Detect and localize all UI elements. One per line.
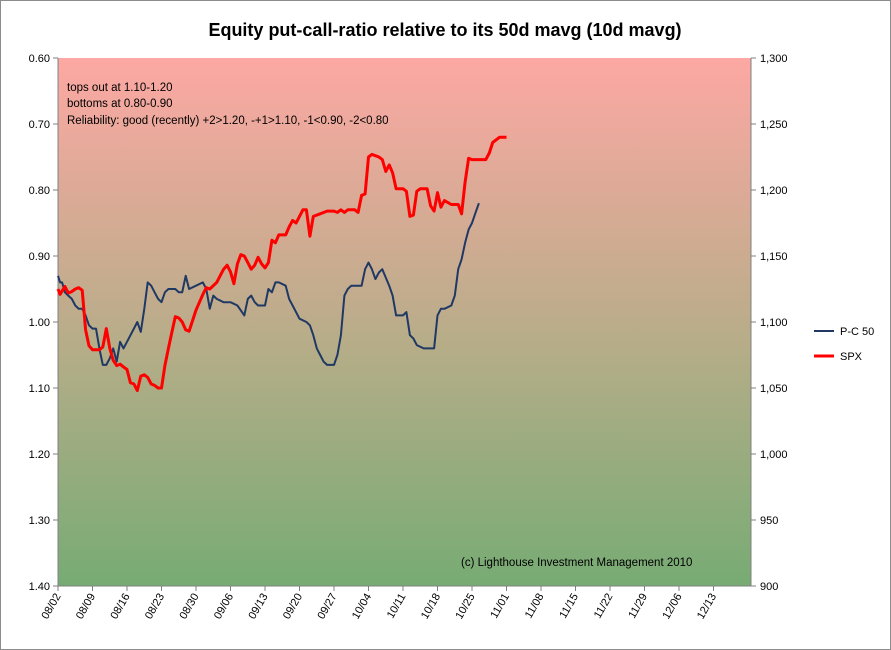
left-tick-label: 0.80 — [29, 185, 50, 197]
right-tick-label: 950 — [760, 515, 778, 527]
annotation-tops: tops out at 1.10-1.20 — [67, 82, 173, 94]
right-tick-label: 1,000 — [760, 449, 788, 461]
right-tick-label: 900 — [760, 581, 778, 593]
x-tick-label: 12/06 — [660, 592, 684, 622]
legend-label-spx: SPX — [840, 351, 863, 363]
x-tick-label: 09/20 — [281, 592, 305, 622]
right-tick-label: 1,050 — [760, 383, 788, 395]
right-tick-label: 1,100 — [760, 317, 788, 329]
annotation-bottoms: bottoms at 0.80-0.90 — [67, 98, 172, 110]
series-line-pc50 — [57, 202, 480, 366]
x-tick-label: 08/09 — [74, 592, 98, 622]
right-tick-label: 1,200 — [760, 185, 788, 197]
legend: P-C 50 SPX — [814, 326, 874, 363]
left-tick-label: 0.90 — [29, 251, 50, 263]
right-tick-label: 1,250 — [760, 119, 788, 131]
x-tick-label: 11/08 — [523, 592, 547, 621]
x-tick-label: 09/06 — [212, 592, 236, 622]
chart-title: Equity put-call-ratio relative to its 50… — [208, 20, 681, 40]
x-tick-label: 11/15 — [557, 592, 581, 621]
x-tick-label: 08/02 — [39, 592, 63, 622]
left-axis-ticks: 0.60 0.70 0.80 0.90 1.00 1.10 1.20 1.30 1.40 — [29, 53, 58, 593]
left-tick-label: 1.20 — [29, 449, 50, 461]
x-tick-label: 08/23 — [143, 592, 167, 622]
right-tick-label: 1,300 — [760, 53, 788, 65]
series-line-spx — [56, 135, 507, 393]
copyright-note: (c) Lighthouse Investment Management 201… — [461, 557, 692, 569]
right-axis-ticks: 900 950 1,000 1,050 1,100 1,150 1,200 1,250 1,30… — [751, 53, 788, 593]
x-tick-label: 11/22 — [592, 592, 616, 621]
left-tick-label: 1.10 — [29, 383, 50, 395]
x-tick-label: 11/29 — [626, 592, 650, 621]
x-tick-label: 09/13 — [246, 592, 270, 622]
left-tick-label: 0.60 — [29, 53, 50, 65]
x-tick-label: 12/13 — [695, 592, 719, 622]
x-tick-label: 08/30 — [177, 592, 201, 622]
left-tick-label: 1.00 — [29, 317, 50, 329]
right-tick-label: 1,150 — [760, 251, 788, 263]
x-tick-label: 10/11 — [385, 592, 409, 621]
x-tick-label: 11/01 — [488, 592, 512, 621]
left-tick-label: 0.70 — [29, 119, 50, 131]
x-tick-label: 09/27 — [315, 592, 339, 622]
x-tick-label: 10/18 — [419, 592, 443, 622]
x-tick-label: 08/16 — [108, 592, 132, 622]
left-tick-label: 1.40 — [29, 581, 50, 593]
left-tick-label: 1.30 — [29, 515, 50, 527]
x-axis-ticks: 08/02 08/09 08/16 08/23 08/30 09/06 09/13 09/20… — [39, 586, 719, 621]
legend-label-pc50: P-C 50 — [840, 326, 874, 338]
annotation-reliability: Reliability: good (recently) +2>1.20, -+… — [67, 115, 389, 127]
x-tick-label: 10/25 — [453, 592, 477, 622]
x-tick-label: 10/04 — [350, 592, 374, 622]
plot-area — [58, 58, 751, 586]
